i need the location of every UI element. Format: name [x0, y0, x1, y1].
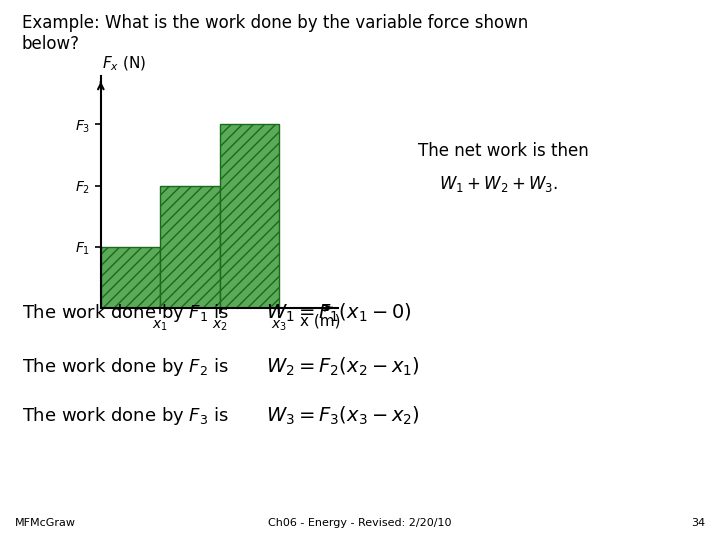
- Text: $W_1 = F_1\left(x_1 - 0\right)$: $W_1 = F_1\left(x_1 - 0\right)$: [266, 302, 412, 325]
- Text: The work done by $F_1$ is: The work done by $F_1$ is: [22, 302, 228, 324]
- Text: $F_x$ (N): $F_x$ (N): [102, 54, 146, 72]
- Text: The net work is then: The net work is then: [418, 142, 588, 160]
- Bar: [220, 125, 279, 308]
- Text: 34: 34: [691, 518, 706, 528]
- Text: $W_2 = F_2\left(x_2 - x_1\right)$: $W_2 = F_2\left(x_2 - x_1\right)$: [266, 356, 420, 379]
- Text: Ch06 - Energy - Revised: 2/20/10: Ch06 - Energy - Revised: 2/20/10: [269, 518, 451, 528]
- Text: The work done by $F_3$ is: The work done by $F_3$ is: [22, 405, 228, 427]
- Text: $W_3 = F_3\left(x_3 - x_2\right)$: $W_3 = F_3\left(x_3 - x_2\right)$: [266, 404, 420, 427]
- Text: x (m): x (m): [300, 314, 341, 329]
- Bar: [101, 247, 161, 308]
- Text: Example: What is the work done by the variable force shown: Example: What is the work done by the va…: [22, 14, 528, 31]
- Bar: [161, 186, 220, 308]
- Text: MFMcGraw: MFMcGraw: [14, 518, 76, 528]
- Text: below?: below?: [22, 35, 80, 53]
- Text: $W_1+W_2+W_3.$: $W_1+W_2+W_3.$: [439, 173, 559, 194]
- Text: The work done by $F_2$ is: The work done by $F_2$ is: [22, 356, 228, 378]
